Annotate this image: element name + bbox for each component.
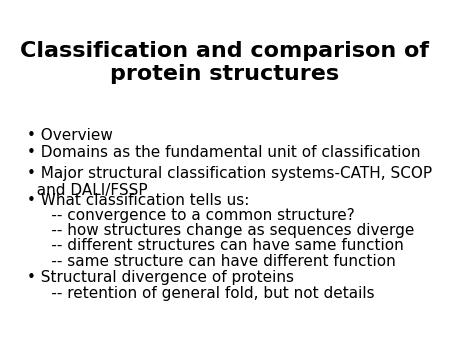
Text: -- same structure can have different function: -- same structure can have different fun… — [27, 254, 396, 268]
Text: • Domains as the fundamental unit of classification: • Domains as the fundamental unit of cla… — [27, 145, 420, 160]
Text: -- different structures can have same function: -- different structures can have same fu… — [27, 238, 404, 253]
Text: -- convergence to a common structure?: -- convergence to a common structure? — [27, 208, 355, 223]
Text: • Structural divergence of proteins: • Structural divergence of proteins — [27, 270, 294, 285]
Text: Classification and comparison of
protein structures: Classification and comparison of protein… — [21, 41, 429, 84]
Text: -- retention of general fold, but not details: -- retention of general fold, but not de… — [27, 286, 374, 300]
Text: • What classification tells us:: • What classification tells us: — [27, 193, 249, 208]
Text: -- how structures change as sequences diverge: -- how structures change as sequences di… — [27, 223, 414, 238]
Text: • Major structural classification systems-CATH, SCOP
  and DALI/FSSP: • Major structural classification system… — [27, 166, 432, 198]
Text: • Overview: • Overview — [27, 128, 113, 143]
